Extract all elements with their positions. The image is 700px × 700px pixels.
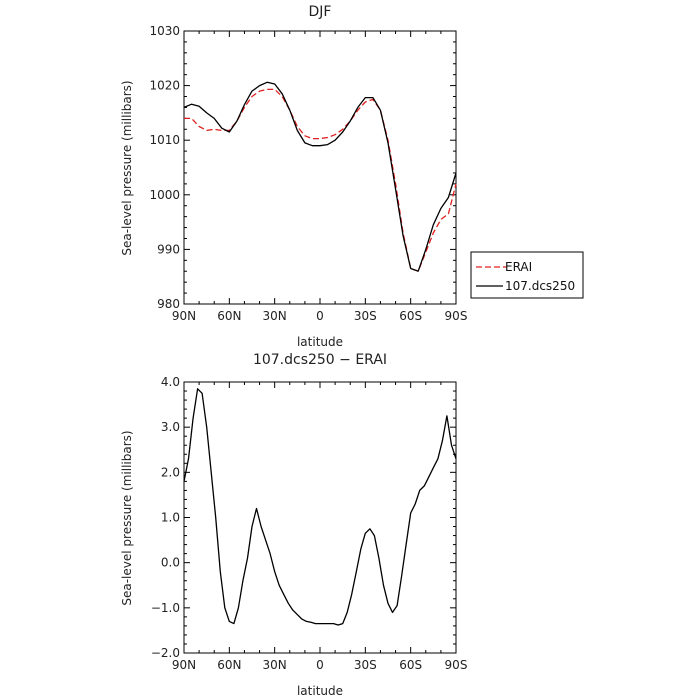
y-tick-label: 2.0	[161, 465, 180, 479]
y-tick-label: 1030	[149, 24, 180, 38]
y-tick-label: 4.0	[161, 375, 180, 389]
x-tick-label: 60S	[399, 309, 422, 323]
x-tick-label: 30N	[263, 309, 287, 323]
bottom-panel-title: 107.dcs250 − ERAI	[253, 352, 387, 368]
top-plot-area: 90N 60N 30N 0 30S 60S 90S 980 990 1000 1010 1020 103…	[149, 24, 467, 323]
x-tick-label: 90S	[445, 658, 468, 672]
x-tick-label: 90S	[445, 309, 468, 323]
x-tick-label: 90N	[172, 658, 196, 672]
plot-frame	[183, 381, 457, 654]
top-panel: DJF 90N 60N 30N 0 30S 60S 90S 980 990 1000 1010 102…	[120, 4, 584, 349]
top-panel-title: DJF	[309, 4, 332, 20]
bottom-x-axis-label: latitude	[297, 684, 343, 698]
x-tick-label: 30N	[263, 658, 287, 672]
series-line-0	[183, 388, 457, 626]
y-tick-label: 980	[157, 297, 180, 311]
series-line-1	[183, 81, 457, 272]
x-tick-label: 60N	[217, 658, 241, 672]
y-tick-label: 1020	[149, 79, 180, 93]
y-tick-label: 990	[157, 242, 180, 256]
y-tick-label: 1000	[149, 188, 180, 202]
x-tick-label: 0	[316, 658, 324, 672]
legend-label-erai: ERAI	[505, 260, 532, 274]
bottom-y-axis-label: Sea-level pressure (millibars)	[120, 430, 134, 605]
y-tick-label: 0.0	[161, 556, 180, 570]
y-tick-label: 1.0	[161, 511, 180, 525]
top-x-axis-label: latitude	[297, 335, 343, 349]
y-tick-label: 1010	[149, 133, 180, 147]
bottom-panel: 107.dcs250 − ERAI 90N 60N 30N 0 30S 60S 90S −2.…	[120, 352, 467, 698]
legend-box	[470, 251, 584, 299]
x-tick-label: 30S	[354, 309, 377, 323]
x-tick-label: 0	[316, 309, 324, 323]
x-tick-label: 60N	[217, 309, 241, 323]
plot-frame	[183, 30, 457, 305]
x-tick-label: 60S	[399, 658, 422, 672]
top-y-axis-label: Sea-level pressure (millibars)	[120, 80, 134, 255]
bottom-plot-area: 90N 60N 30N 0 30S 60S 90S −2.0 −1.0 0.0 1.0 2.0 3.0 4…	[151, 375, 468, 672]
y-tick-label: −1.0	[151, 601, 180, 615]
series-line-0	[184, 88, 457, 272]
legend-label-model: 107.dcs250	[505, 279, 575, 293]
y-tick-label: 3.0	[161, 420, 180, 434]
x-tick-label: 30S	[354, 658, 377, 672]
x-tick-label: 90N	[172, 309, 196, 323]
legend: ERAI 107.dcs250	[470, 251, 584, 299]
y-tick-label: −2.0	[151, 646, 180, 660]
